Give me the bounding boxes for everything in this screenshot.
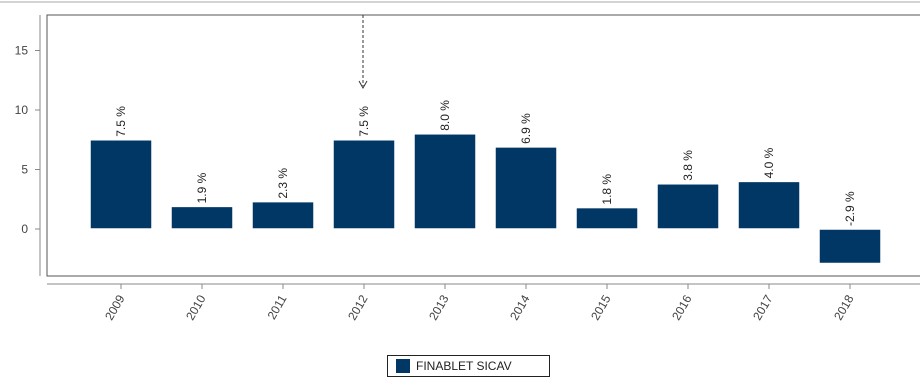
bar	[818, 228, 882, 265]
bar	[332, 139, 396, 230]
bar-value-label: 6.9 %	[519, 113, 533, 144]
bar-value-label: 2.3 %	[276, 168, 290, 199]
bar-value-label: 7.5 %	[114, 106, 128, 137]
bar	[170, 205, 234, 230]
bar	[737, 180, 801, 230]
x-tick-label: 2009	[102, 292, 128, 322]
bar	[251, 200, 315, 230]
bar	[494, 146, 558, 230]
plot-frame	[46, 14, 920, 277]
y-axis-ticks: 0 5 10 15	[15, 44, 40, 236]
x-tick-label: 2017	[750, 292, 776, 322]
x-tick-label: 2010	[183, 292, 209, 322]
x-tick-label: 2013	[426, 292, 452, 322]
bar	[656, 183, 720, 230]
x-axis-ticks: 2009 2010 2011 2012 2013 2014 2015 2016 2017 2018	[102, 284, 857, 323]
bar	[89, 139, 153, 230]
x-tick-label: 2016	[669, 292, 695, 322]
bar-value-label: 8.0 %	[438, 100, 452, 131]
bar-value-label: 1.8 %	[600, 174, 614, 205]
bar-value-label: -2.9 %	[843, 191, 857, 226]
bar	[575, 206, 639, 230]
bar-value-label: 1.9 %	[195, 172, 209, 203]
bar-value-label: 3.8 %	[681, 150, 695, 181]
x-tick-label: 2012	[345, 292, 371, 322]
x-tick-label: 2014	[507, 292, 533, 322]
y-tick-label: 10	[15, 103, 29, 117]
x-tick-label: 2011	[265, 292, 290, 322]
y-tick-label: 5	[21, 163, 28, 177]
annotation-arrow-head	[358, 80, 368, 90]
bar	[413, 133, 477, 230]
bar-value-label: 7.5 %	[357, 106, 371, 137]
legend: FINABLET SICAV	[387, 355, 550, 377]
y-tick-label: 0	[21, 222, 28, 236]
bar-value-label: 4.0 %	[762, 147, 776, 178]
legend-label: FINABLET SICAV	[416, 359, 512, 373]
x-tick-label: 2015	[588, 292, 614, 322]
y-tick-label: 15	[15, 44, 29, 58]
x-tick-label: 2018	[831, 292, 857, 322]
bars: 7.5 % 1.9 % 2.3 % 7.5 % 8.0 % 6.9 % 1.8 % 3.8 %…	[89, 100, 882, 265]
legend-swatch	[396, 359, 410, 373]
